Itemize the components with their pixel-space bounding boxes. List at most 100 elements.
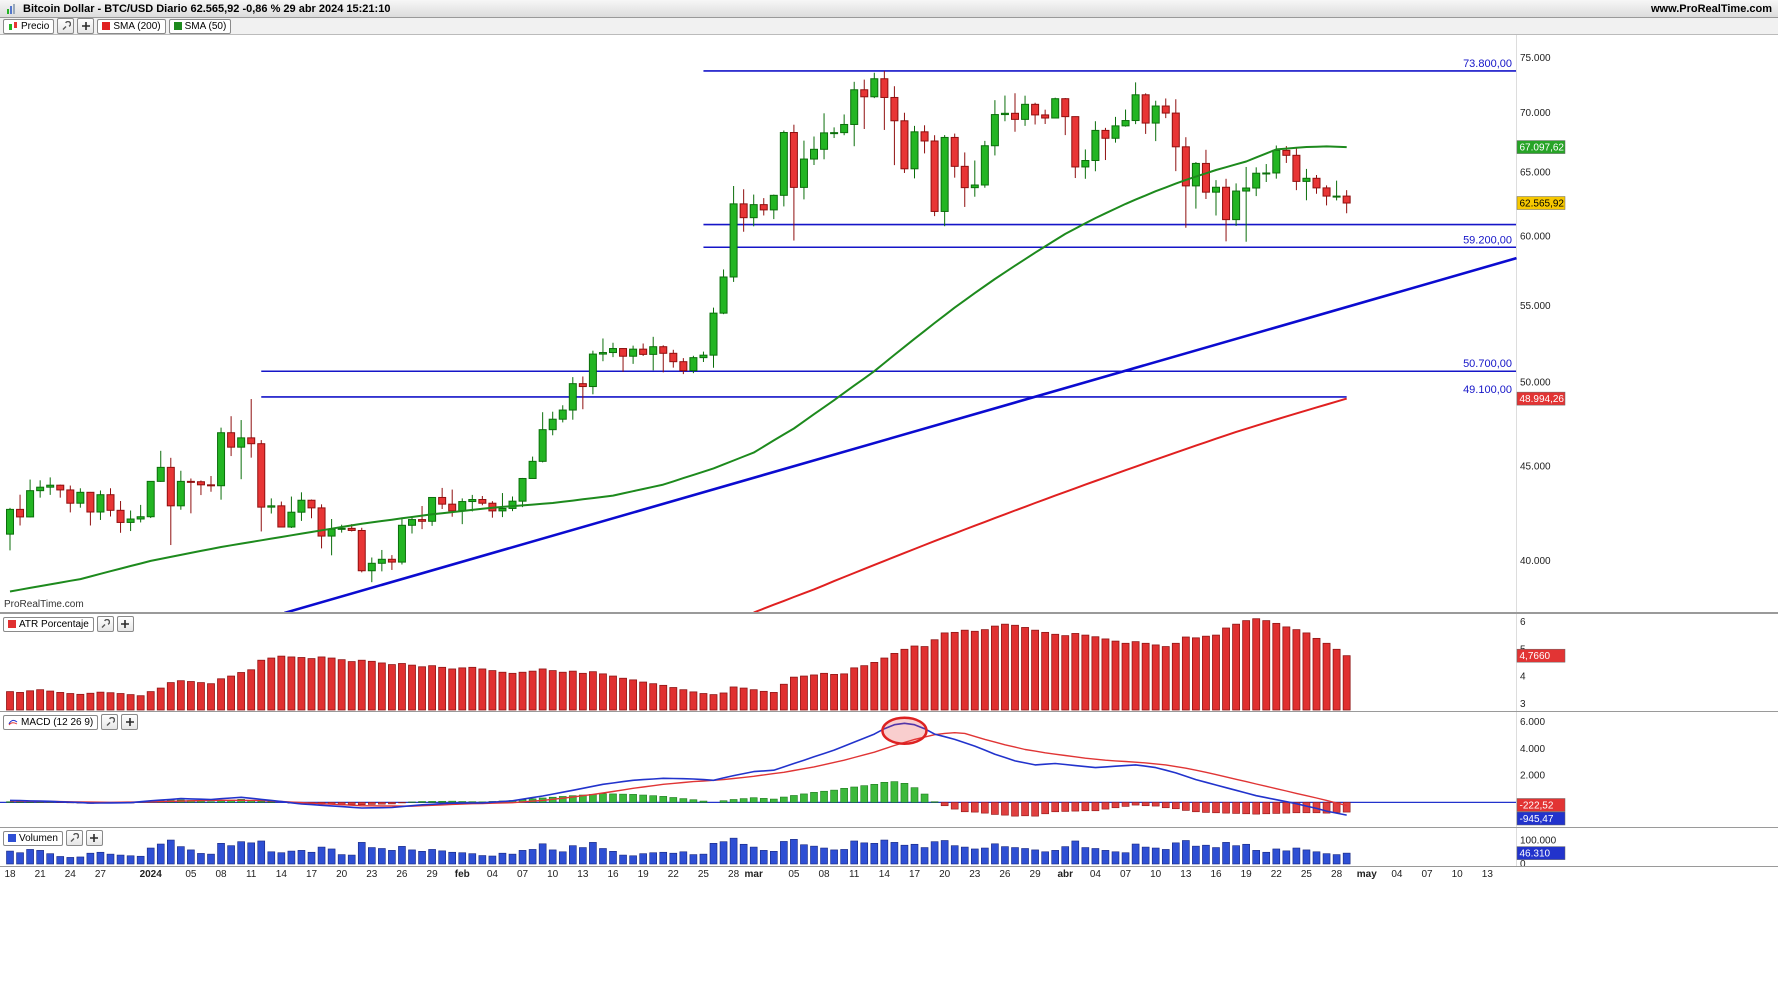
date-tick-label: 11 — [848, 869, 860, 880]
volume-swatch-icon — [8, 834, 16, 842]
sma200-legend-label: SMA (200) — [113, 20, 161, 32]
svg-text:4: 4 — [1520, 672, 1526, 683]
date-tick-label: 17 — [908, 869, 921, 880]
atr-panel-header: ATR Porcentaje — [3, 616, 134, 632]
date-tick-label: 29 — [426, 869, 438, 880]
plus-icon — [121, 620, 130, 628]
sma50-legend-chip[interactable]: SMA (50) — [168, 18, 232, 34]
svg-text:40.000: 40.000 — [1520, 556, 1551, 567]
date-tick-label: 29 — [1029, 869, 1041, 880]
date-tick-label: feb — [454, 869, 470, 880]
macd-chip[interactable]: MACD (12 26 9) — [3, 714, 99, 730]
volume-chip[interactable]: Volumen — [3, 830, 63, 846]
date-tick-label: 13 — [577, 869, 589, 880]
svg-text:73.800,00: 73.800,00 — [1463, 58, 1512, 70]
atr-pane[interactable]: 65434,7660 — [0, 613, 1778, 712]
date-tick-label: 20 — [939, 869, 951, 880]
svg-text:49.100,00: 49.100,00 — [1463, 384, 1512, 396]
date-tick-label: 07 — [516, 869, 529, 880]
date-tick-label: 04 — [1089, 869, 1101, 880]
macd-settings-button[interactable] — [101, 714, 119, 730]
macd-chart-canvas[interactable]: 6.000 4.000 2.000 -222,52 -945,47 — [0, 712, 1778, 828]
atr-swatch-icon — [8, 620, 16, 628]
plus-icon — [81, 22, 90, 30]
date-tick-label: abr — [1057, 869, 1074, 880]
date-tick-label: 13 — [1180, 869, 1192, 880]
atr-label: ATR Porcentaje — [19, 618, 89, 630]
website-link[interactable]: www.ProRealTime.com — [1650, 2, 1772, 15]
svg-text:4.000: 4.000 — [1520, 744, 1545, 755]
date-tick-label: 05 — [185, 869, 197, 880]
date-tick-label: 2024 — [139, 869, 162, 880]
price-pane[interactable]: 75.000 70.000 65.000 60.000 55.000 50.000 45.0… — [0, 35, 1778, 613]
date-tick-label: 23 — [969, 869, 981, 880]
atr-chart-canvas[interactable]: 65434,7660 — [0, 614, 1778, 712]
svg-text:3: 3 — [1520, 699, 1526, 710]
date-tick-label: 07 — [1119, 869, 1132, 880]
date-tick-label: 28 — [1331, 869, 1343, 880]
price-settings-button[interactable] — [57, 18, 75, 34]
date-tick-label: may — [1356, 869, 1377, 880]
date-tick-label: 10 — [547, 869, 559, 880]
date-tick-label: 16 — [607, 869, 619, 880]
date-axis[interactable]: 18 21 24 27 2024 05 08 11 14 17 20 23 26 29 feb 04 07 10 1… — [0, 866, 1778, 883]
wrench-icon — [70, 833, 80, 842]
svg-text:-222,52: -222,52 — [1520, 801, 1554, 812]
svg-text:2.000: 2.000 — [1520, 771, 1545, 782]
price-legend-chip[interactable]: Precio — [3, 18, 55, 34]
sma200-swatch-icon — [102, 22, 111, 30]
svg-text:75.000: 75.000 — [1520, 53, 1551, 64]
date-tick-label: 24 — [64, 869, 76, 880]
atr-settings-button[interactable] — [96, 616, 114, 632]
wrench-icon — [62, 21, 71, 30]
candlestick-icon — [9, 22, 17, 30]
date-tick-label: 25 — [1300, 869, 1312, 880]
date-tick-label: 14 — [275, 869, 287, 880]
macd-pane[interactable]: 6.000 4.000 2.000 -222,52 -945,47 — [0, 711, 1778, 828]
add-indicator-button[interactable] — [77, 18, 95, 34]
sma200-legend-chip[interactable]: SMA (200) — [97, 18, 166, 34]
svg-text:50.000: 50.000 — [1520, 377, 1551, 388]
app-chart-icon — [7, 3, 15, 14]
date-tick-label: 08 — [215, 869, 227, 880]
svg-text:65.000: 65.000 — [1520, 167, 1551, 178]
svg-text:6.000: 6.000 — [1520, 717, 1545, 728]
date-tick-label: 18 — [4, 869, 16, 880]
volume-add-button[interactable] — [85, 830, 103, 846]
date-tick-label: 10 — [1451, 869, 1463, 880]
date-tick-label: 05 — [788, 869, 800, 880]
date-tick-label: 04 — [486, 869, 498, 880]
macd-add-button[interactable] — [121, 714, 139, 730]
date-tick-label: 14 — [878, 869, 890, 880]
date-tick-label: 10 — [1150, 869, 1162, 880]
svg-text:4,7660: 4,7660 — [1520, 651, 1551, 662]
svg-text:6: 6 — [1520, 617, 1526, 628]
svg-text:-945,47: -945,47 — [1520, 814, 1554, 825]
date-tick-label: 19 — [637, 869, 649, 880]
plus-icon — [90, 834, 99, 842]
svg-text:100.000: 100.000 — [1520, 836, 1557, 847]
date-tick-label: 17 — [305, 869, 318, 880]
svg-text:59.200,00: 59.200,00 — [1463, 234, 1512, 246]
atr-chip[interactable]: ATR Porcentaje — [3, 616, 94, 632]
volume-panel-header: Volumen — [3, 830, 103, 846]
price-chart-canvas[interactable]: 75.000 70.000 65.000 60.000 55.000 50.000 45.0… — [0, 35, 1778, 613]
svg-text:62.565,92: 62.565,92 — [1520, 199, 1565, 210]
svg-text:46.310: 46.310 — [1520, 849, 1551, 860]
date-tick-label: 13 — [1481, 869, 1493, 880]
macd-label: MACD (12 26 9) — [21, 716, 94, 728]
sma50-swatch-icon — [173, 22, 182, 30]
legend-bar: Precio SMA (200) SMA (50) — [0, 18, 1778, 35]
svg-text:67.097,62: 67.097,62 — [1520, 143, 1565, 154]
atr-add-button[interactable] — [116, 616, 134, 632]
date-tick-label: 08 — [818, 869, 830, 880]
date-tick-label: mar — [744, 869, 763, 880]
date-tick-label: 25 — [697, 869, 709, 880]
svg-text:48.994,26: 48.994,26 — [1520, 394, 1565, 405]
volume-settings-button[interactable] — [65, 830, 83, 846]
prorealtime-watermark: ProRealTime.com — [4, 599, 84, 610]
sma50-legend-label: SMA (50) — [184, 20, 227, 32]
date-tick-label: 26 — [396, 869, 408, 880]
